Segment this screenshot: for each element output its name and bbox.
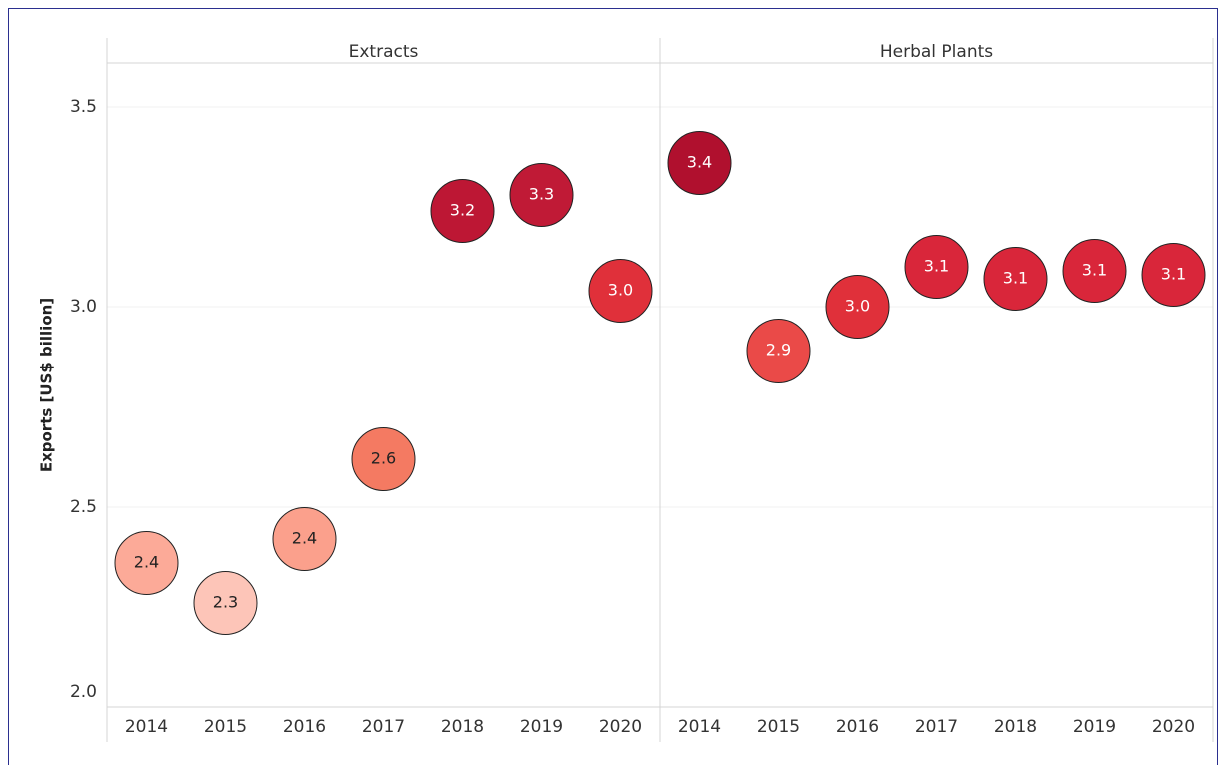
x-tick-label: 2018 [441,717,484,737]
y-tick-label: 2.0 [70,682,97,702]
x-tick-label: 2014 [125,717,168,737]
data-label: 3.1 [924,257,949,276]
dot [430,179,495,243]
data-label: 3.1 [1082,261,1107,280]
data-label: 3.0 [845,297,870,316]
x-tick-label: 2018 [994,717,1037,737]
data-label: 3.3 [529,185,554,204]
frame [8,8,1218,769]
data-label: 2.6 [371,449,396,468]
data-label: 2.4 [134,553,159,572]
dot [1062,239,1127,303]
dot [983,247,1048,311]
data-label: 2.3 [213,593,238,612]
y-tick-label: 2.5 [70,497,97,517]
x-tick-label: 2015 [204,717,247,737]
dot [825,275,890,339]
dot [272,507,337,571]
x-tick-label: 2015 [757,717,800,737]
dot [588,259,653,323]
x-tick-label: 2017 [362,717,405,737]
x-tick-label: 2014 [678,717,721,737]
data-label: 2.9 [766,341,791,360]
dot [904,235,969,299]
x-tick-label: 2019 [1073,717,1116,737]
y-tick-label: 3.0 [70,297,97,317]
data-label: 2.4 [292,529,317,548]
dot [667,131,732,195]
x-tick-label: 2016 [836,717,879,737]
data-label: 3.4 [687,153,712,172]
y-tick-label: 3.5 [70,97,97,117]
x-tick-label: 2020 [599,717,642,737]
data-label: 3.0 [608,281,633,300]
dot [351,427,416,491]
data-label: 3.1 [1161,265,1186,284]
x-tick-label: 2016 [283,717,326,737]
dot [509,163,574,227]
x-tick-label: 2019 [520,717,563,737]
x-tick-label: 2017 [915,717,958,737]
data-label: 3.2 [450,201,475,220]
y-axis-title: Exports [US$ billion] [38,298,56,472]
panel-header: Extracts [349,42,419,62]
data-label: 3.1 [1003,269,1028,288]
x-tick-label: 2020 [1152,717,1195,737]
dot [1141,243,1206,307]
dot [193,571,258,635]
panel-header: Herbal Plants [880,42,993,62]
dot [114,531,179,595]
dot [746,319,811,383]
